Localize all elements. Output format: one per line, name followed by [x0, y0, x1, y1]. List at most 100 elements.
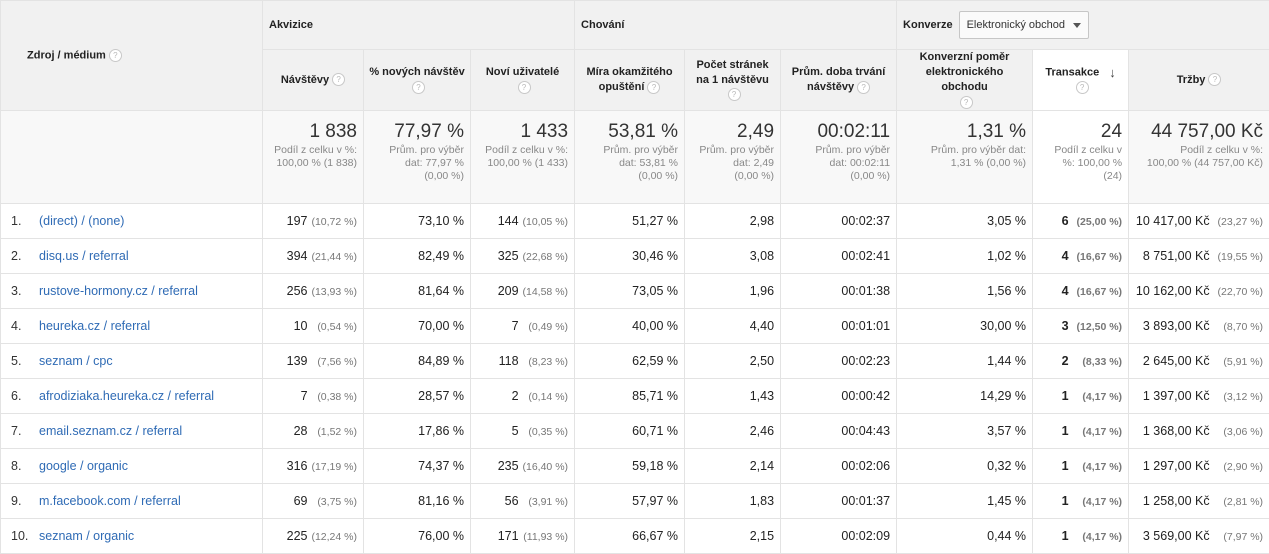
source-link[interactable]: email.seznam.cz / referral — [39, 424, 182, 438]
avg-duration-cell: 00:04:43 — [781, 414, 897, 449]
avg-duration-cell: 00:01:01 — [781, 309, 897, 344]
source-link[interactable]: heureka.cz / referral — [39, 319, 150, 333]
col-new-visits-pct[interactable]: % nových návštěv? — [364, 50, 471, 111]
row-number: 2. — [11, 249, 39, 263]
revenue-cell: 1 297,00 Kč (2,90 %) — [1129, 449, 1269, 484]
bounce-rate-cell: 62,59 % — [575, 344, 685, 379]
bounce-rate-cell: 57,97 % — [575, 484, 685, 519]
pages-per-visit-cell: 2,50 — [685, 344, 781, 379]
source-link[interactable]: m.facebook.com / referral — [39, 494, 181, 508]
source-medium-header[interactable]: Zdroj / médium? — [1, 1, 263, 111]
pages-per-visit-cell: 2,46 — [685, 414, 781, 449]
row-number: 3. — [11, 284, 39, 298]
visits-cell: 394 (21,44 %) — [263, 239, 364, 274]
table-row: 1.(direct) / (none)197 (10,72 %)73,10 %1… — [1, 204, 1269, 239]
col-transactions[interactable]: Transakce↓? — [1033, 50, 1129, 111]
source-cell: 3.rustove-hormony.cz / referral — [1, 274, 263, 309]
help-icon[interactable]: ? — [1076, 81, 1089, 94]
transactions-cell: 1 (4,17 %) — [1033, 484, 1129, 519]
revenue-cell: 1 258,00 Kč (2,81 %) — [1129, 484, 1269, 519]
help-icon[interactable]: ? — [960, 96, 973, 109]
avg-duration-cell: 00:02:41 — [781, 239, 897, 274]
bounce-rate-cell: 66,67 % — [575, 519, 685, 554]
new-visits-pct-cell: 82,49 % — [364, 239, 471, 274]
help-icon[interactable]: ? — [728, 88, 741, 101]
avg-duration-cell: 00:01:37 — [781, 484, 897, 519]
row-number: 6. — [11, 389, 39, 403]
bounce-rate-cell: 30,46 % — [575, 239, 685, 274]
row-number: 9. — [11, 494, 39, 508]
help-icon[interactable]: ? — [109, 49, 122, 62]
conversion-rate-cell: 0,44 % — [897, 519, 1033, 554]
revenue-cell: 10 162,00 Kč (22,70 %) — [1129, 274, 1269, 309]
new-users-cell: 209 (14,58 %) — [471, 274, 575, 309]
row-number: 1. — [11, 214, 39, 228]
col-revenue[interactable]: Tržby? — [1129, 50, 1269, 111]
pages-per-visit-cell: 2,98 — [685, 204, 781, 239]
sort-descending-icon[interactable]: ↓ — [1109, 65, 1116, 80]
revenue-cell: 3 569,00 Kč (7,97 %) — [1129, 519, 1269, 554]
pages-per-visit-cell: 1,83 — [685, 484, 781, 519]
source-link[interactable]: seznam / cpc — [39, 354, 113, 368]
pages-per-visit-cell: 1,96 — [685, 274, 781, 309]
help-icon[interactable]: ? — [518, 81, 531, 94]
conversion-rate-cell: 1,45 % — [897, 484, 1033, 519]
group-akvizice: Akvizice — [263, 1, 575, 50]
source-link[interactable]: afrodiziaka.heureka.cz / referral — [39, 389, 214, 403]
conversion-type-select[interactable]: Elektronický obchod — [959, 11, 1089, 39]
chevron-down-icon — [1073, 23, 1081, 28]
col-new-users[interactable]: Noví uživatelé? — [471, 50, 575, 111]
new-users-cell: 144 (10,05 %) — [471, 204, 575, 239]
conversion-rate-cell: 1,44 % — [897, 344, 1033, 379]
source-link[interactable]: seznam / organic — [39, 529, 134, 543]
group-chovani: Chování — [575, 1, 897, 50]
new-users-cell: 118 (8,23 %) — [471, 344, 575, 379]
revenue-cell: 3 893,00 Kč (8,70 %) — [1129, 309, 1269, 344]
visits-cell: 69 (3,75 %) — [263, 484, 364, 519]
transactions-cell: 1 (4,17 %) — [1033, 414, 1129, 449]
conversion-rate-cell: 1,02 % — [897, 239, 1033, 274]
col-visits[interactable]: Návštěvy? — [263, 50, 364, 111]
help-icon[interactable]: ? — [412, 81, 425, 94]
source-link[interactable]: (direct) / (none) — [39, 214, 124, 228]
bounce-rate-cell: 40,00 % — [575, 309, 685, 344]
pages-per-visit-cell: 4,40 — [685, 309, 781, 344]
help-icon[interactable]: ? — [857, 81, 870, 94]
pages-per-visit-cell: 3,08 — [685, 239, 781, 274]
source-link[interactable]: google / organic — [39, 459, 128, 473]
conversion-rate-cell: 30,00 % — [897, 309, 1033, 344]
source-cell: 6.afrodiziaka.heureka.cz / referral — [1, 379, 263, 414]
revenue-cell: 1 397,00 Kč (3,12 %) — [1129, 379, 1269, 414]
new-users-cell: 5 (0,35 %) — [471, 414, 575, 449]
conversion-rate-cell: 14,29 % — [897, 379, 1033, 414]
source-link[interactable]: disq.us / referral — [39, 249, 129, 263]
help-icon[interactable]: ? — [332, 73, 345, 86]
visits-cell: 7 (0,38 %) — [263, 379, 364, 414]
help-icon[interactable]: ? — [647, 81, 660, 94]
source-link[interactable]: rustove-hormony.cz / referral — [39, 284, 198, 298]
conversion-rate-cell: 1,56 % — [897, 274, 1033, 309]
help-icon[interactable]: ? — [1208, 73, 1221, 86]
visits-cell: 256 (13,93 %) — [263, 274, 364, 309]
visits-cell: 316 (17,19 %) — [263, 449, 364, 484]
avg-duration-cell: 00:02:06 — [781, 449, 897, 484]
transactions-cell: 1 (4,17 %) — [1033, 519, 1129, 554]
pages-per-visit-cell: 1,43 — [685, 379, 781, 414]
new-users-cell: 7 (0,49 %) — [471, 309, 575, 344]
row-number: 4. — [11, 319, 39, 333]
revenue-cell: 8 751,00 Kč (19,55 %) — [1129, 239, 1269, 274]
bounce-rate-cell: 60,71 % — [575, 414, 685, 449]
